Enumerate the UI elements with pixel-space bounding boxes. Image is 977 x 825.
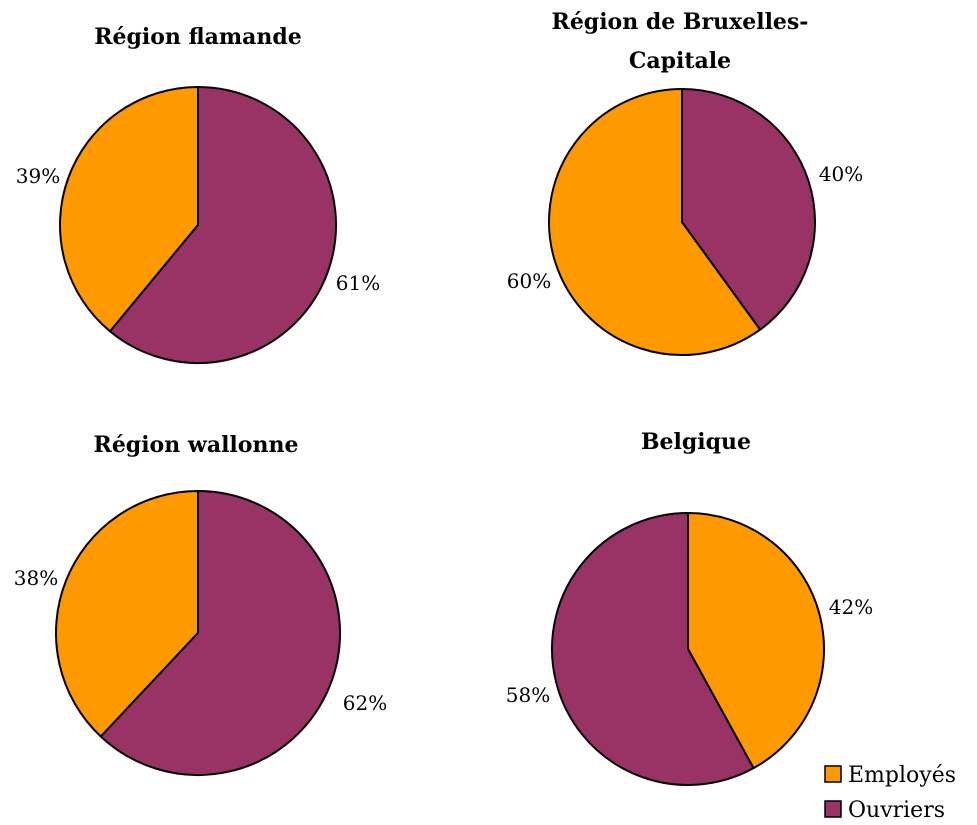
legend: Employés Ouvriers: [824, 763, 956, 823]
legend-label-employes: Employés: [848, 763, 956, 788]
legend-label-ouvriers: Ouvriers: [848, 798, 945, 823]
pie-slice-employes: [55, 490, 199, 738]
pie-label-employes: 39%: [16, 164, 60, 188]
chart-title: Région flamande: [94, 24, 302, 50]
pie-chart-region-flamande: Région flamande 39% 61%: [16, 24, 380, 364]
pie-slice-ouvriers: [99, 490, 341, 776]
pie-chart-belgique: Belgique 42% 58%: [506, 429, 873, 786]
pie-label-ouvriers: 62%: [343, 691, 387, 715]
pie-label-employes: 42%: [829, 595, 873, 619]
pie-label-ouvriers: 58%: [506, 683, 550, 707]
pie-slice-employes: [59, 86, 199, 333]
pie-slice-ouvriers: [551, 512, 755, 786]
pie-slice-employes: [687, 512, 826, 770]
chart-title-line-1: Région de Bruxelles-: [552, 9, 809, 35]
chart-title-line-2: Capitale: [629, 48, 731, 74]
pie-label-employes: 38%: [14, 566, 58, 590]
legend-swatch-ouvriers: [824, 800, 842, 818]
pie-label-employes: 60%: [507, 269, 551, 293]
legend-swatch-employes: [824, 765, 842, 783]
pie-label-ouvriers: 40%: [819, 162, 863, 186]
pie-label-ouvriers: 61%: [336, 271, 380, 295]
pie-chart-region-wallonne: Région wallonne 38% 62%: [14, 432, 387, 776]
chart-title: Région wallonne: [94, 432, 299, 458]
pie-chart-region-bruxelles-capitale: Région de Bruxelles- Capitale 60% 40%: [507, 9, 863, 356]
pie-slice-ouvriers: [109, 86, 337, 364]
pie-slice-ouvriers: [681, 88, 816, 331]
pie-slice-employes: [548, 88, 762, 356]
chart-title: Belgique: [641, 429, 751, 455]
